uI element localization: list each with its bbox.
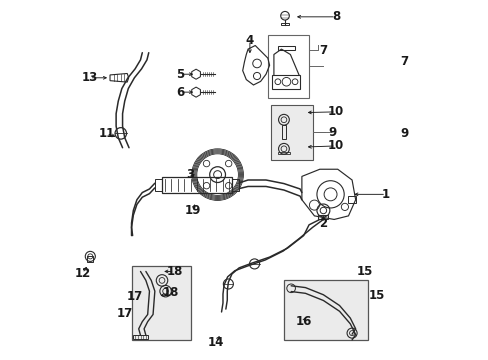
Text: 17: 17 — [127, 290, 143, 303]
Text: 11: 11 — [98, 127, 114, 140]
Bar — [281, 125, 285, 139]
Bar — [348, 196, 356, 203]
Text: 10: 10 — [327, 105, 344, 118]
Bar — [281, 23, 288, 26]
Bar — [278, 152, 289, 154]
Text: 5: 5 — [176, 68, 183, 81]
Bar — [271, 105, 312, 160]
Text: 17: 17 — [116, 307, 132, 320]
Text: 9: 9 — [327, 126, 336, 139]
Text: 18: 18 — [163, 287, 179, 300]
Text: 3: 3 — [186, 168, 194, 181]
Bar — [272, 75, 300, 89]
Text: 12: 12 — [74, 267, 90, 280]
Bar — [133, 335, 147, 339]
Text: 18: 18 — [166, 265, 183, 278]
Text: 6: 6 — [176, 86, 183, 99]
Text: 15: 15 — [356, 265, 372, 278]
Text: 13: 13 — [81, 71, 98, 84]
Bar — [284, 280, 367, 339]
Bar — [162, 177, 231, 193]
Bar — [155, 179, 162, 191]
Bar — [131, 266, 190, 339]
Text: 4: 4 — [245, 33, 253, 47]
Text: 7: 7 — [319, 44, 327, 57]
Bar — [267, 35, 308, 98]
Text: 16: 16 — [295, 315, 311, 328]
Text: 14: 14 — [207, 336, 224, 348]
Text: 15: 15 — [368, 289, 385, 302]
Text: 10: 10 — [327, 139, 344, 152]
Bar — [318, 215, 328, 220]
Text: 2: 2 — [319, 216, 327, 230]
Text: 19: 19 — [184, 204, 200, 217]
Text: 1: 1 — [381, 188, 389, 201]
Bar — [277, 45, 294, 50]
Bar — [231, 179, 239, 191]
Text: 8: 8 — [331, 10, 339, 23]
Bar — [87, 256, 93, 262]
Text: 7: 7 — [399, 55, 407, 68]
Text: 9: 9 — [399, 127, 407, 140]
